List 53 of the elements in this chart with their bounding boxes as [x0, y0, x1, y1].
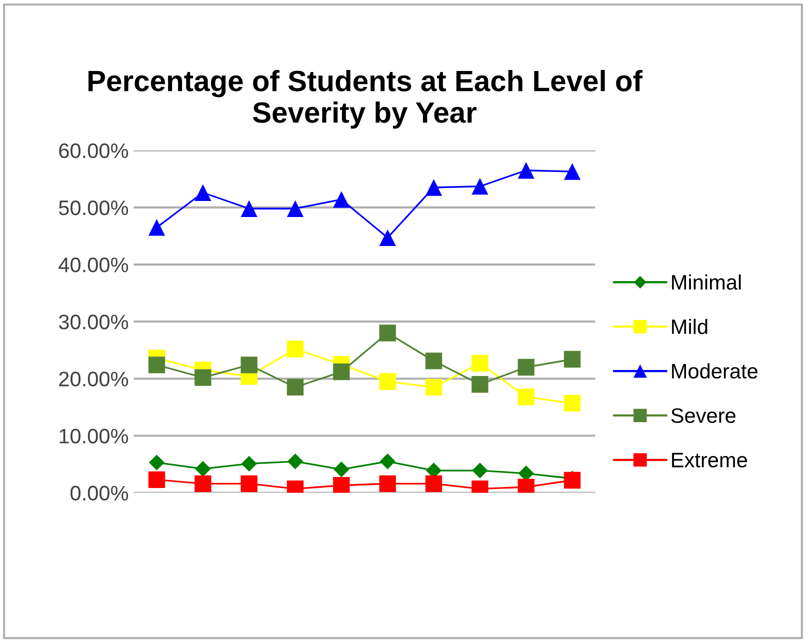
point — [334, 462, 350, 478]
legend-label: Minimal — [672, 274, 741, 290]
y-tick-label: 60.00% — [59, 143, 128, 158]
point — [564, 350, 581, 368]
point — [518, 162, 534, 179]
point — [286, 340, 304, 358]
point — [425, 378, 442, 396]
point — [518, 358, 534, 376]
y-tick-label: 0.00% — [70, 486, 128, 501]
point — [564, 163, 581, 180]
legend-label: Moderate — [672, 363, 758, 379]
point — [240, 200, 258, 217]
point — [380, 454, 396, 470]
legend-label: Extreme — [672, 452, 747, 468]
point — [379, 475, 396, 492]
chart-title: Percentage of Students at Each Level of Severity by Year — [88, 70, 643, 129]
y-tick-label: 30.00% — [58, 314, 128, 330]
point — [240, 475, 258, 492]
point — [518, 388, 534, 406]
legend-label: Mild — [672, 318, 708, 334]
point — [564, 394, 581, 412]
point — [148, 471, 166, 488]
point — [194, 475, 212, 492]
point — [194, 369, 212, 386]
point — [425, 475, 442, 492]
point — [148, 454, 165, 470]
point — [148, 356, 166, 374]
point — [472, 462, 488, 478]
y-tick-label: 50.00% — [58, 200, 128, 216]
point — [333, 191, 350, 208]
point — [472, 354, 488, 372]
point — [425, 352, 442, 370]
point — [379, 373, 396, 390]
point — [425, 179, 442, 196]
point — [379, 229, 396, 246]
point — [287, 454, 304, 470]
point — [195, 460, 211, 477]
point — [286, 378, 304, 396]
point — [564, 472, 581, 489]
point — [240, 356, 258, 374]
y-tick-label: 40.00% — [58, 258, 128, 272]
point — [472, 178, 488, 195]
point — [333, 363, 350, 380]
point — [148, 219, 166, 236]
y-tick-label: 10.00% — [60, 428, 128, 444]
y-tick-label: 20.00% — [59, 372, 128, 386]
point — [286, 200, 304, 217]
point — [472, 376, 488, 393]
point — [379, 324, 396, 342]
point — [194, 184, 212, 201]
point — [241, 456, 257, 472]
legend-label: Severe — [671, 408, 736, 423]
point — [333, 477, 350, 493]
